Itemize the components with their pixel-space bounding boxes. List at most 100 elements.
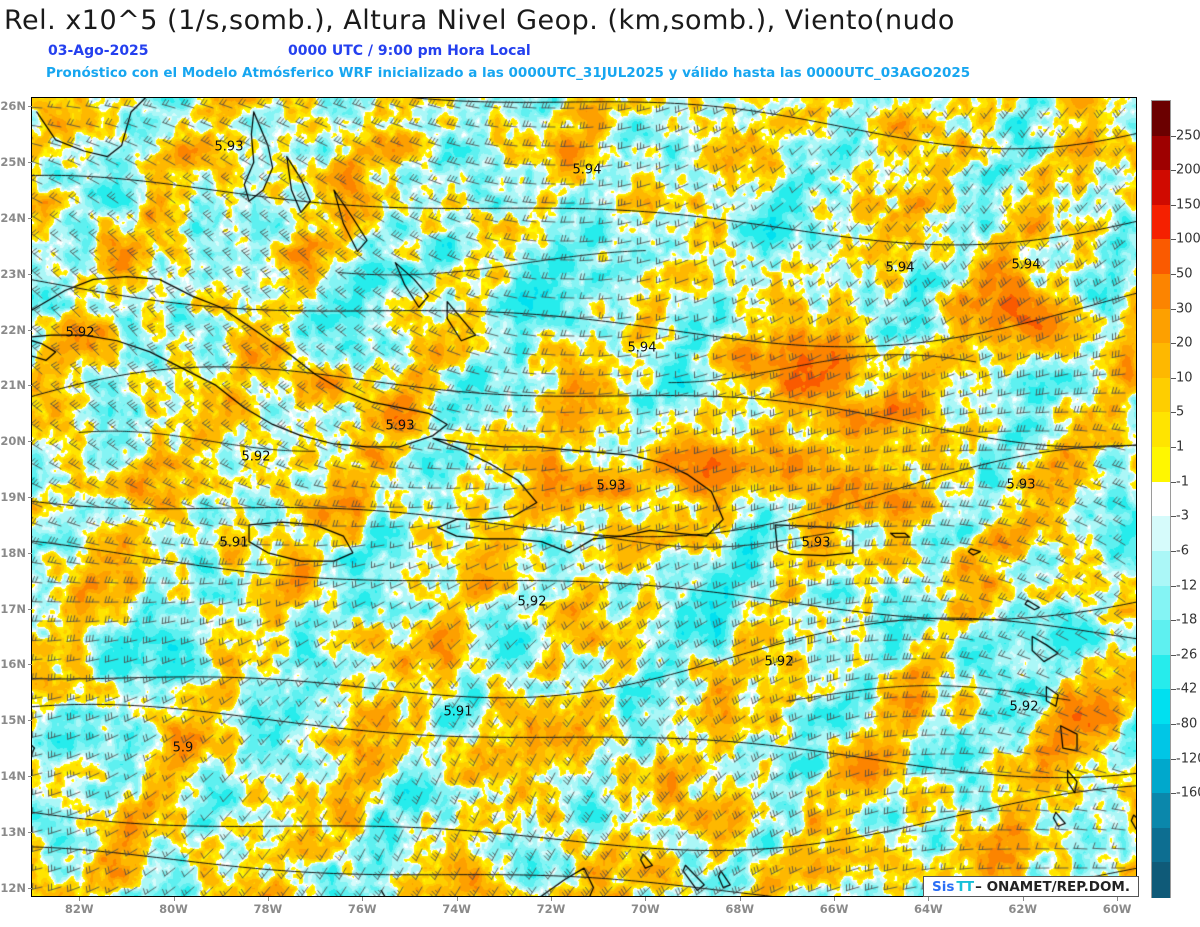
colorbar-swatch bbox=[1152, 862, 1170, 898]
colorbar-swatch bbox=[1152, 308, 1170, 344]
colorbar-swatch bbox=[1152, 239, 1170, 275]
contour-value-label: 5.9 bbox=[172, 740, 194, 756]
colorbar-tick-label: -6 bbox=[1176, 543, 1189, 559]
y-axis-tick-mark bbox=[28, 664, 32, 666]
x-axis-tick-mark bbox=[645, 897, 647, 901]
colorbar-tick-mark bbox=[1171, 689, 1176, 691]
colorbar-tick-mark bbox=[1171, 274, 1176, 276]
colorbar-tick-label: -160 bbox=[1176, 785, 1200, 801]
colorbar-tick-label: 100 bbox=[1176, 231, 1200, 247]
y-axis-tick-label: 17N bbox=[0, 601, 26, 616]
colorbar-swatch bbox=[1152, 274, 1170, 310]
contour-value-label: 5.93 bbox=[214, 139, 244, 155]
attribution-badge: Sis TT – ONAMET/REP.DOM. bbox=[923, 876, 1139, 897]
colorbar-swatch bbox=[1152, 758, 1170, 794]
colorbar-swatch bbox=[1152, 135, 1170, 171]
y-axis-tick-mark bbox=[28, 106, 32, 108]
colorbar-swatch bbox=[1152, 689, 1170, 725]
y-axis-tick-mark bbox=[28, 776, 32, 778]
colorbar-tick-label: 5 bbox=[1176, 404, 1185, 420]
x-axis-tick-label: 60W bbox=[1102, 902, 1132, 916]
colorbar-tick-mark bbox=[1171, 377, 1176, 379]
x-axis-tick-label: 80W bbox=[159, 902, 188, 916]
y-axis-tick-mark bbox=[28, 831, 32, 833]
y-axis-tick-mark bbox=[28, 720, 32, 722]
colorbar-swatch bbox=[1152, 723, 1170, 760]
page-title: Rel. x10^5 (1/s,somb.), Altura Nivel Geo… bbox=[4, 5, 955, 36]
contour-value-label: 5.92 bbox=[65, 325, 95, 341]
colorbar-tick-mark bbox=[1171, 758, 1176, 760]
y-axis-tick-label: 24N bbox=[0, 210, 26, 225]
colorbar-swatch bbox=[1152, 516, 1170, 552]
subtitle-row: 03-Ago-2025 0000 UTC / 9:00 pm Hora Loca… bbox=[0, 43, 1200, 65]
x-axis-tick-mark bbox=[1022, 897, 1024, 901]
x-axis-tick-label: 78W bbox=[253, 902, 283, 916]
organization-text: – ONAMET/REP.DOM. bbox=[975, 879, 1130, 895]
colorbar-tick-mark bbox=[1171, 135, 1176, 137]
y-axis-tick-mark bbox=[28, 552, 32, 554]
colorbar-tick-label: 250 bbox=[1176, 128, 1200, 144]
x-axis-tick-mark bbox=[267, 897, 269, 901]
y-axis-tick-mark bbox=[28, 273, 32, 275]
x-axis-tick-mark bbox=[550, 897, 552, 901]
colorbar-tick-label: -80 bbox=[1176, 716, 1198, 732]
y-axis-tick-mark bbox=[28, 329, 32, 331]
y-axis-tick-label: 12N bbox=[0, 880, 26, 895]
colorbar-swatch bbox=[1152, 654, 1170, 690]
colorbar-tick-mark bbox=[1171, 239, 1176, 241]
colorbar-swatch bbox=[1152, 101, 1170, 137]
sis-logo-text: Sis bbox=[932, 879, 955, 895]
colorbar bbox=[1151, 100, 1171, 898]
colorbar-tick-label: 1 bbox=[1176, 439, 1185, 455]
y-axis-tick-mark bbox=[28, 887, 32, 889]
y-axis-tick-label: 14N bbox=[0, 769, 26, 784]
colorbar-tick-mark bbox=[1171, 620, 1176, 622]
y-axis-tick-label: 21N bbox=[0, 378, 26, 393]
colorbar-tick-label: 20 bbox=[1176, 335, 1193, 351]
y-axis-tick-mark bbox=[28, 608, 32, 610]
y-axis-tick-label: 13N bbox=[0, 824, 26, 839]
forecast-date: 03-Ago-2025 bbox=[48, 43, 149, 59]
colorbar-tick-label: -3 bbox=[1176, 508, 1189, 524]
contour-value-label: 5.93 bbox=[385, 418, 415, 434]
y-axis-tick-mark bbox=[28, 162, 32, 164]
y-axis-tick-label: 16N bbox=[0, 657, 26, 672]
x-axis-tick-mark bbox=[739, 897, 741, 901]
x-axis-tick-label: 68W bbox=[725, 902, 755, 916]
colorbar-swatch bbox=[1152, 447, 1170, 483]
map-plot-area: 5.93 5.94 5.94 5.94 5.92 5.94 5.93 5.92 5.93 5.93… bbox=[31, 97, 1137, 897]
colorbar-tick-label: -26 bbox=[1176, 647, 1198, 663]
colorbar-tick-label: 150 bbox=[1176, 197, 1200, 213]
x-axis-tick-mark bbox=[173, 897, 175, 901]
y-axis-tick-label: 22N bbox=[0, 322, 26, 337]
colorbar-tick-mark bbox=[1171, 654, 1176, 656]
y-axis-tick-label: 25N bbox=[0, 155, 26, 170]
colorbar-swatch bbox=[1152, 204, 1170, 241]
colorbar-tick-label: -42 bbox=[1176, 681, 1198, 697]
x-axis-tick-label: 74W bbox=[442, 902, 471, 916]
colorbar-tick-mark bbox=[1171, 516, 1176, 518]
colorbar-tick-mark bbox=[1171, 585, 1176, 587]
y-axis-tick-mark bbox=[28, 441, 32, 443]
colorbar-tick-mark bbox=[1171, 170, 1176, 172]
x-axis-tick-label: 70W bbox=[630, 902, 660, 916]
contour-value-label: 5.93 bbox=[596, 478, 626, 494]
x-axis-tick-mark bbox=[362, 897, 364, 901]
x-axis-tick-label: 72W bbox=[536, 902, 566, 916]
colorbar-tick-mark bbox=[1171, 412, 1176, 414]
forecast-time: 0000 UTC / 9:00 pm Hora Local bbox=[288, 43, 531, 59]
contour-value-label: 5.93 bbox=[1006, 477, 1036, 493]
colorbar-swatch bbox=[1152, 550, 1170, 587]
colorbar-tick-mark bbox=[1171, 204, 1176, 206]
wind-barb-layer bbox=[32, 98, 1136, 896]
x-axis-tick-mark bbox=[79, 897, 81, 901]
colorbar-tick-label: 200 bbox=[1176, 162, 1200, 178]
contour-value-label: 5.94 bbox=[572, 162, 602, 178]
colorbar-tick-label: -18 bbox=[1176, 612, 1198, 628]
colorbar-tick-label: -120 bbox=[1176, 751, 1200, 767]
contour-value-label: 5.93 bbox=[801, 535, 831, 551]
colorbar-swatch bbox=[1152, 620, 1170, 656]
contour-value-label: 5.91 bbox=[443, 704, 473, 720]
contour-value-label: 5.94 bbox=[1011, 257, 1041, 273]
colorbar-swatch bbox=[1152, 793, 1170, 829]
